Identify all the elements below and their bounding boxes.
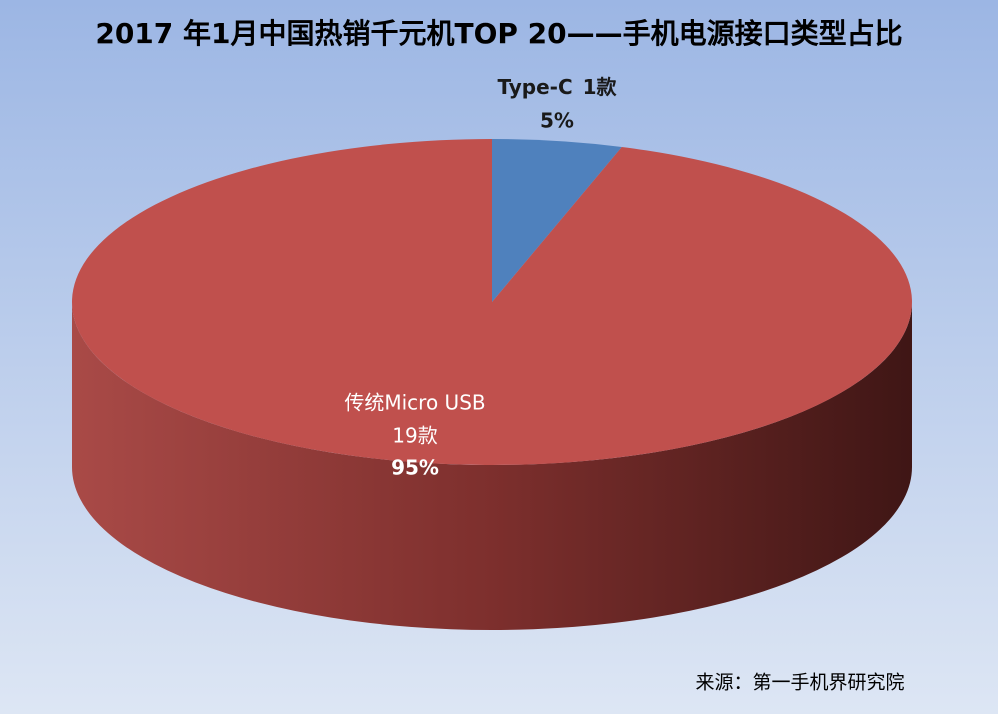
category-label: Type-C — [497, 75, 572, 99]
source: 来源：第一手机界研究院 — [695, 672, 904, 694]
data-label: Type-C 1款 — [497, 75, 617, 99]
count-label: 1款 — [583, 75, 618, 99]
pie-side — [72, 302, 912, 630]
pie — [71, 139, 912, 630]
pie-slice — [71, 139, 912, 466]
value-label: 95% — [391, 456, 439, 480]
value-label: 5% — [540, 109, 574, 133]
pie-slice — [492, 139, 622, 302]
chart-title: 2017 年1月中国热销千元机TOP 20——手机电源接口类型占比 — [95, 17, 902, 50]
count-label: 19款 — [392, 424, 437, 448]
category-label: 传统Micro USB — [344, 391, 485, 415]
